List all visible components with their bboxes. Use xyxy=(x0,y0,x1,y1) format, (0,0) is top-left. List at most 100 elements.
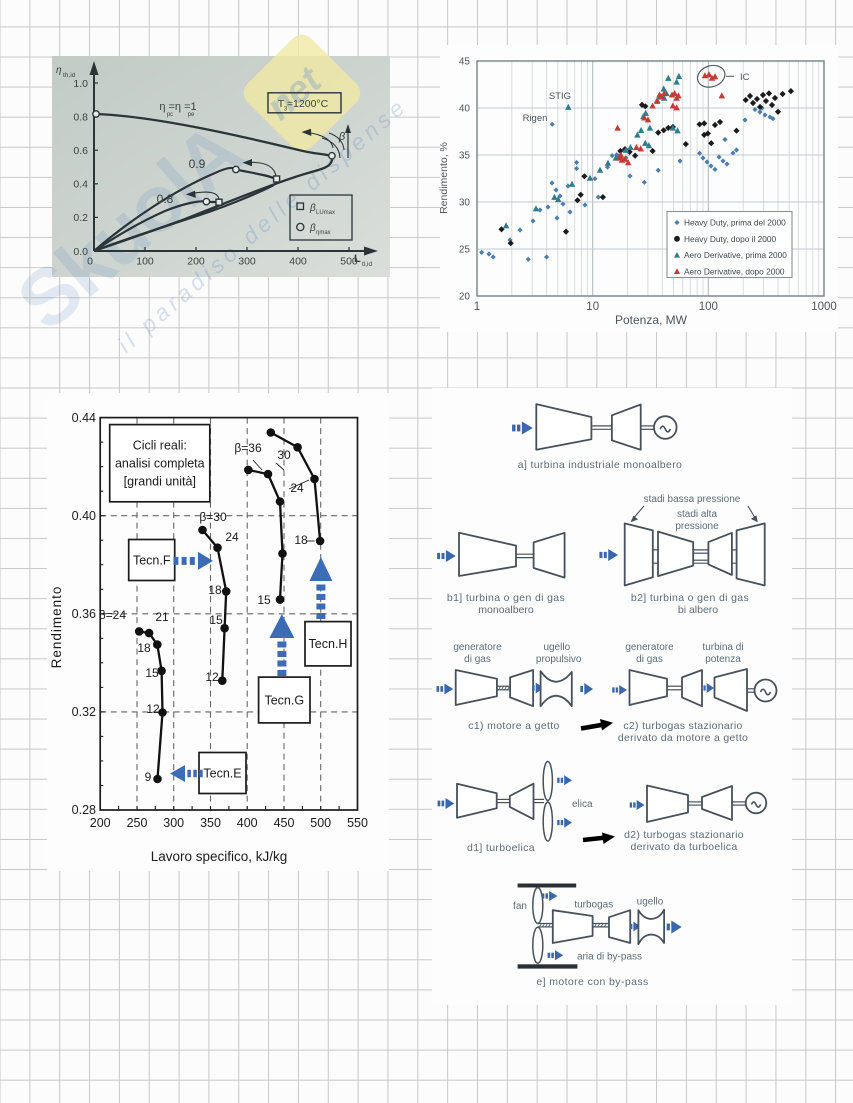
svg-text:pc: pc xyxy=(167,112,173,118)
svg-text:300: 300 xyxy=(163,816,184,830)
svg-text:0.44: 0.44 xyxy=(72,411,96,425)
svg-text:ugello: ugello xyxy=(543,642,570,653)
svg-text:12: 12 xyxy=(146,702,160,716)
svg-text:Cicli reali:: Cicli reali: xyxy=(133,439,187,453)
svg-text:0.2: 0.2 xyxy=(73,212,88,224)
svg-text:pressione: pressione xyxy=(675,521,719,532)
svg-text:β=30: β=30 xyxy=(199,510,227,524)
svg-text:aria di by-pass: aria di by-pass xyxy=(577,952,642,963)
svg-text:β: β xyxy=(309,203,316,214)
svg-text:18: 18 xyxy=(137,641,151,655)
svg-text:15: 15 xyxy=(257,593,271,607)
svg-text:500: 500 xyxy=(340,256,358,268)
svg-text:450: 450 xyxy=(274,816,295,830)
svg-text:d1] turboelica: d1] turboelica xyxy=(467,842,535,854)
svg-text:20: 20 xyxy=(459,292,471,303)
svg-text:250: 250 xyxy=(127,816,148,830)
svg-text:L: L xyxy=(354,253,361,265)
svg-text:Tecn.H: Tecn.H xyxy=(309,637,348,651)
svg-text:bi albero: bi albero xyxy=(678,604,718,616)
svg-text:monoalbero: monoalbero xyxy=(478,604,534,616)
svg-text:d2) turbogas stazionario: d2) turbogas stazionario xyxy=(624,829,744,841)
svg-text:500: 500 xyxy=(310,816,331,830)
svg-text:30: 30 xyxy=(459,198,471,209)
svg-text:400: 400 xyxy=(289,256,307,268)
svg-text:c1) motore a getto: c1) motore a getto xyxy=(468,720,560,732)
svg-text:th,id: th,id xyxy=(63,72,76,79)
svg-text:Heavy Duty, prima del 2000: Heavy Duty, prima del 2000 xyxy=(684,218,786,228)
svg-text:0.4: 0.4 xyxy=(73,179,88,191)
svg-text:stadi bassa pressione: stadi bassa pressione xyxy=(644,494,741,505)
svg-text:0.36: 0.36 xyxy=(72,607,96,621)
svg-text:100: 100 xyxy=(136,256,154,268)
svg-text:di gas: di gas xyxy=(464,654,491,665)
svg-text:0.40: 0.40 xyxy=(72,509,96,523)
svg-text:0.0: 0.0 xyxy=(73,246,88,258)
svg-text:40: 40 xyxy=(459,104,471,115)
svg-text:e] motore con by-pass: e] motore con by-pass xyxy=(536,976,648,988)
svg-text:100: 100 xyxy=(699,301,718,313)
svg-text:3: 3 xyxy=(284,107,288,113)
svg-text:turbogas: turbogas xyxy=(574,900,613,911)
svg-text:pe: pe xyxy=(188,112,195,118)
svg-text:200: 200 xyxy=(90,816,111,830)
svg-text:propulsivo: propulsivo xyxy=(536,654,582,665)
svg-text:β: β xyxy=(338,131,346,143)
svg-text:η =η =1: η =η =1 xyxy=(159,101,196,113)
svg-text:tl,id: tl,id xyxy=(362,261,373,268)
svg-text:15: 15 xyxy=(145,666,159,680)
svg-text:Lavoro specifico, kJ/kg: Lavoro specifico, kJ/kg xyxy=(151,849,288,864)
svg-text:1: 1 xyxy=(474,301,480,313)
svg-text:21: 21 xyxy=(155,610,169,624)
svg-text:analisi completa: analisi completa xyxy=(115,457,205,471)
svg-text:di gas: di gas xyxy=(636,654,663,665)
svg-text:30: 30 xyxy=(277,448,291,462)
svg-text:45: 45 xyxy=(459,57,471,68)
svg-text:Rendimento, %: Rendimento, % xyxy=(438,142,450,214)
svg-text:1000: 1000 xyxy=(811,301,837,313)
svg-text:fan: fan xyxy=(513,901,527,912)
svg-text:generatore: generatore xyxy=(453,642,502,653)
svg-text:turbina di: turbina di xyxy=(702,642,743,653)
svg-text:350: 350 xyxy=(200,816,221,830)
svg-text:Rendimento: Rendimento xyxy=(49,586,64,669)
svg-text:Tecn.G: Tecn.G xyxy=(264,693,304,707)
svg-text:derivato da motore a getto: derivato da motore a getto xyxy=(618,732,748,744)
svg-text:b1] turbina o gen di gas: b1] turbina o gen di gas xyxy=(447,592,565,604)
svg-text:25: 25 xyxy=(459,245,471,256)
svg-text:Aero Derivative, dopo 2000: Aero Derivative, dopo 2000 xyxy=(684,266,785,276)
svg-text:elica: elica xyxy=(572,799,593,810)
svg-text:0: 0 xyxy=(87,256,93,268)
svg-text:a] turbina industriale monoal: a] turbina industriale monoalbero xyxy=(518,459,682,471)
svg-text:β=24: β=24 xyxy=(99,608,127,622)
svg-text:0.32: 0.32 xyxy=(72,705,96,719)
svg-text:9: 9 xyxy=(145,770,152,784)
svg-text:24: 24 xyxy=(225,530,239,544)
svg-text:T =1200°C: T =1200°C xyxy=(278,98,329,110)
svg-text:stadi alta: stadi alta xyxy=(677,509,717,520)
svg-text:0.28: 0.28 xyxy=(72,803,96,817)
svg-text:η: η xyxy=(56,65,62,76)
svg-text:Heavy Duty, dopo il 2000: Heavy Duty, dopo il 2000 xyxy=(684,234,776,244)
svg-text:b2] turbina o gen di gas: b2] turbina o gen di gas xyxy=(631,592,749,604)
svg-text:0.8: 0.8 xyxy=(157,192,174,206)
svg-text:15: 15 xyxy=(209,613,223,627)
svg-text:IC: IC xyxy=(740,72,750,83)
svg-text:18: 18 xyxy=(294,533,308,547)
svg-text:derivato da turboelica: derivato da turboelica xyxy=(631,841,738,853)
svg-text:STIG: STIG xyxy=(549,91,571,102)
svg-text:β=36: β=36 xyxy=(234,441,262,455)
svg-text:550: 550 xyxy=(347,816,368,830)
svg-text:10: 10 xyxy=(586,301,599,313)
svg-text:300: 300 xyxy=(238,256,256,268)
svg-text:potenza: potenza xyxy=(705,654,741,665)
svg-text:ugello: ugello xyxy=(637,897,664,908)
svg-text:Tecn.E: Tecn.E xyxy=(203,766,241,780)
svg-text:0.8: 0.8 xyxy=(73,111,88,123)
svg-text:β: β xyxy=(309,223,316,234)
svg-text:[grandi unità]: [grandi unità] xyxy=(124,475,196,489)
svg-text:Aero Derivative, prima 2000: Aero Derivative, prima 2000 xyxy=(684,250,787,260)
svg-text:0.6: 0.6 xyxy=(73,145,88,157)
svg-text:ηmax: ηmax xyxy=(316,230,331,236)
svg-text:24: 24 xyxy=(290,481,304,495)
